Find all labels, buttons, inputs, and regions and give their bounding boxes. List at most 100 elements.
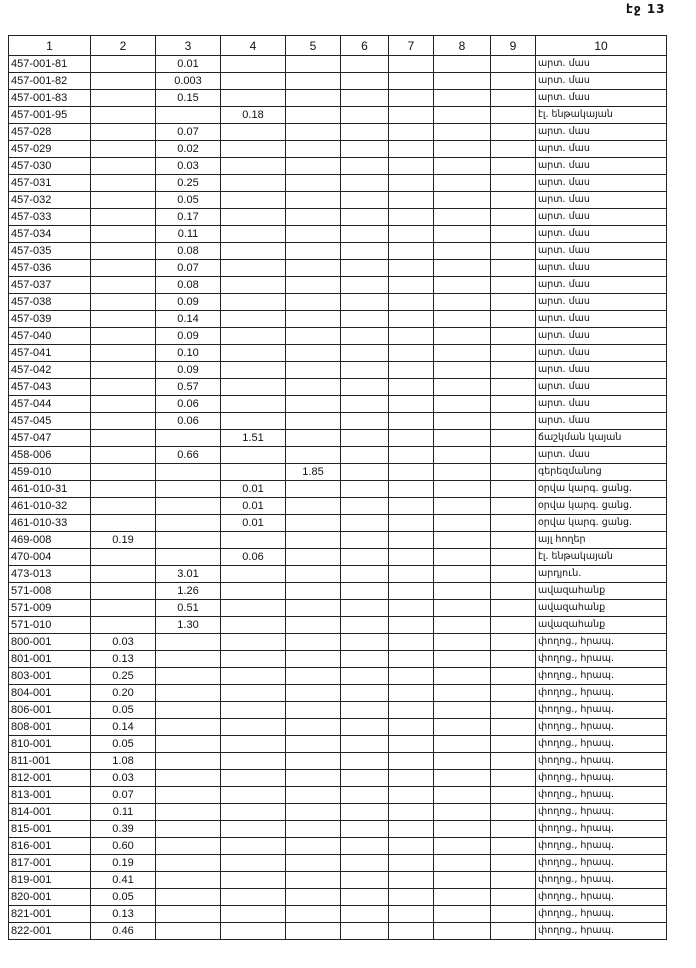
value-cell-col8 [433,803,491,821]
land-use-cell: արտ. մաս [535,140,667,158]
column-header-2: 2 [90,35,156,56]
table-row: 817-001 0.19 փողոց., հրապ. [8,854,667,872]
value-cell-col9 [490,344,536,362]
value-cell-col8 [433,140,491,158]
value-cell-col5 [285,123,341,141]
value-cell-col2 [90,293,156,311]
value-cell-col4 [220,412,286,430]
parcel-code-cell: 820-001 [8,888,91,906]
table-row: 808-001 0.14 փողոց., հրապ. [8,718,667,736]
value-cell-col8 [433,837,491,855]
land-use-cell: փողոց., հրապ. [535,786,667,804]
value-cell-col8 [433,208,491,226]
column-header-6: 6 [340,35,389,56]
value-cell-col8 [433,667,491,685]
value-cell-col2 [90,225,156,243]
table-row: 821-001 0.13 փողոց., հրապ. [8,905,667,923]
land-use-cell: արտ. մաս [535,123,667,141]
value-cell-col4 [220,140,286,158]
value-cell-col5 [285,888,341,906]
value-cell-col5 [285,650,341,668]
value-cell-col3 [155,480,221,498]
value-cell-col3 [155,837,221,855]
table-row: 457-036 0.07 արտ. մաս [8,259,667,277]
value-cell-col5 [285,276,341,294]
value-cell-col8 [433,497,491,515]
value-cell-col3 [155,752,221,770]
value-cell-col9 [490,123,536,141]
land-use-cell: փողոց., հրապ. [535,735,667,753]
parcel-code-cell: 457-035 [8,242,91,260]
value-cell-col8 [433,191,491,209]
parcel-code-cell: 457-032 [8,191,91,209]
value-cell-col7 [388,650,434,668]
value-cell-col9 [490,395,536,413]
value-cell-col9 [490,55,536,73]
value-cell-col5 [285,786,341,804]
table-row: 457-001-83 0.15 արտ. մաս [8,89,667,107]
value-cell-col7 [388,327,434,345]
value-cell-col6 [340,922,389,940]
value-cell-col2 [90,565,156,583]
land-use-cell: փողոց., հրապ. [535,718,667,736]
value-cell-col4 [220,327,286,345]
value-cell-col7 [388,259,434,277]
value-cell-col3 [155,888,221,906]
value-cell-col7 [388,803,434,821]
table-row: 469-008 0.19 այլ հողեր [8,531,667,549]
land-use-cell: ավազահանք [535,616,667,634]
value-cell-col5 [285,310,341,328]
value-cell-col4 [220,854,286,872]
value-cell-col3: 0.15 [155,89,221,107]
land-use-cell: օրվա կարգ. ցանց. [535,497,667,515]
table-row: 458-006 0.66 արտ. մաս [8,446,667,464]
value-cell-col2 [90,327,156,345]
value-cell-col2 [90,599,156,617]
value-cell-col3: 0.01 [155,55,221,73]
value-cell-col7 [388,735,434,753]
value-cell-col4 [220,718,286,736]
column-header-1: 1 [8,35,91,56]
value-cell-col4 [220,531,286,549]
parcel-code-cell: 457-047 [8,429,91,447]
value-cell-col4 [220,395,286,413]
table-row: 820-001 0.05 փողոց., հրապ. [8,888,667,906]
value-cell-col9 [490,310,536,328]
value-cell-col8 [433,174,491,192]
value-cell-col5 [285,684,341,702]
value-cell-col4: 0.01 [220,497,286,515]
value-cell-col2 [90,344,156,362]
value-cell-col6 [340,106,389,124]
value-cell-col6 [340,599,389,617]
value-cell-col2: 0.25 [90,667,156,685]
value-cell-col8 [433,905,491,923]
value-cell-col5 [285,191,341,209]
value-cell-col9 [490,89,536,107]
value-cell-col6 [340,378,389,396]
value-cell-col8 [433,463,491,481]
value-cell-col3 [155,871,221,889]
value-cell-col2 [90,429,156,447]
value-cell-col4 [220,174,286,192]
column-header-5: 5 [285,35,341,56]
table-row: 457-034 0.11 արտ. մաս [8,225,667,243]
value-cell-col7 [388,174,434,192]
value-cell-col8 [433,582,491,600]
value-cell-col2: 0.46 [90,922,156,940]
land-use-cell: արտ. մաս [535,293,667,311]
value-cell-col2: 0.05 [90,701,156,719]
value-cell-col9 [490,191,536,209]
value-cell-col4 [220,157,286,175]
value-cell-col6 [340,820,389,838]
land-use-cell: արտ. մաս [535,395,667,413]
parcel-code-cell: 810-001 [8,735,91,753]
table-row: 457-028 0.07 արտ. մաս [8,123,667,141]
value-cell-col3: 0.06 [155,412,221,430]
table-row: 811-001 1.08 փողոց., հրապ. [8,752,667,770]
value-cell-col7 [388,548,434,566]
table-body: 457-001-81 0.01 արտ. մաս 457-001-82 0.003 արտ… [8,55,667,940]
value-cell-col4: 0.18 [220,106,286,124]
value-cell-col3 [155,684,221,702]
table-row: 815-001 0.39 փողոց., հրապ. [8,820,667,838]
value-cell-col8 [433,55,491,73]
